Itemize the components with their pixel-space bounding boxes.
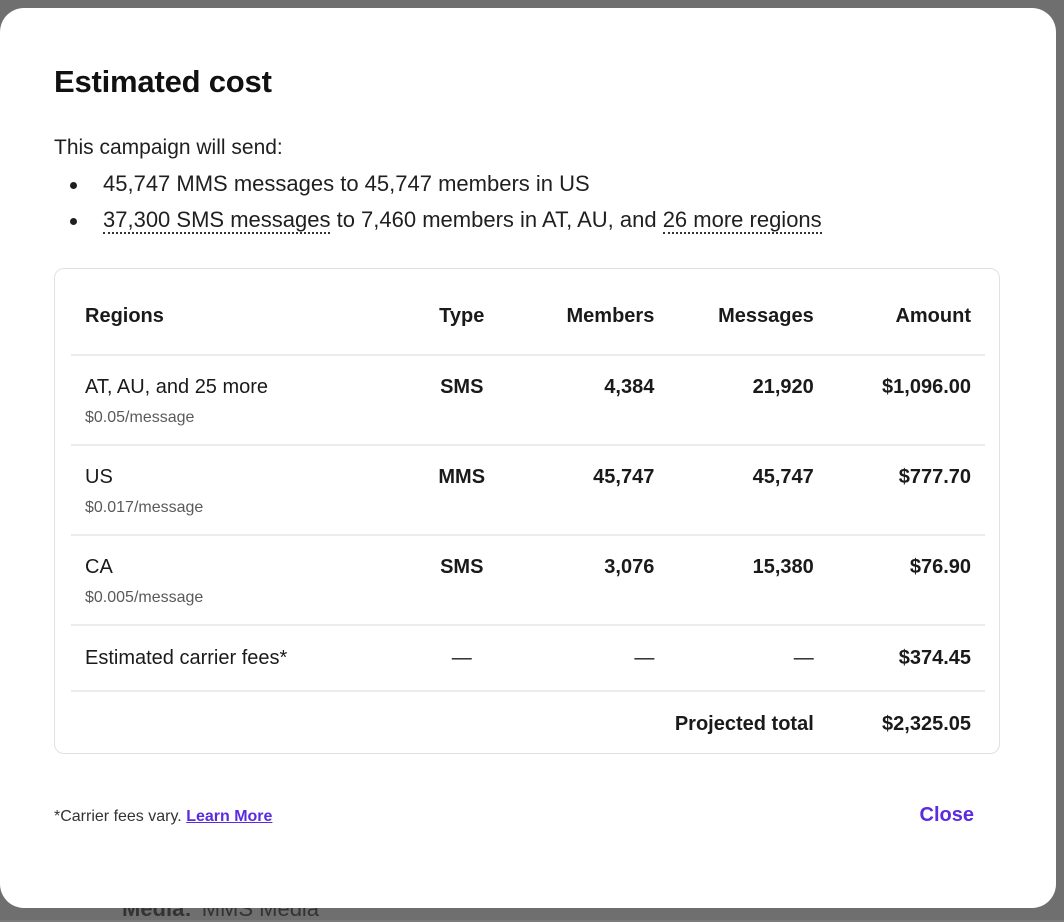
table-header-row: Regions Type Members Messages Amount — [71, 279, 985, 356]
header-type: Type — [407, 279, 516, 356]
campaign-intro: This campaign will send: — [54, 136, 283, 159]
header-members: Members — [515, 279, 669, 356]
region-rate: $0.017/message — [85, 499, 204, 516]
carrier-fees-row: Estimated carrier fees* — — — $374.45 — [71, 625, 985, 692]
amount-cell: $777.70 — [827, 445, 985, 536]
type-cell: SMS — [407, 535, 516, 626]
projected-total-label: Projected total — [674, 712, 814, 735]
region-name: CA — [85, 556, 113, 578]
learn-more-link[interactable]: Learn More — [186, 808, 273, 825]
send-summary-item: 45,747 MMS messages to 45,747 members in… — [54, 166, 822, 202]
projected-total-row: Projected total $2,325.05 — [71, 691, 985, 756]
sms-messages-tooltip-link[interactable]: 37,300 SMS messages — [103, 207, 331, 234]
region-cell: AT, AU, and 25 more $0.05/message — [71, 355, 408, 446]
fees-label: Estimated carrier fees* — [71, 625, 408, 692]
fees-type-cell: — — [407, 625, 516, 692]
amount-cell: $1,096.00 — [827, 355, 985, 446]
members-cell: 3,076 — [515, 535, 669, 626]
table-row: CA $0.005/message SMS 3,076 15,380 $76.90 — [71, 535, 985, 626]
more-regions-tooltip-link[interactable]: 26 more regions — [662, 207, 822, 234]
type-cell: MMS — [407, 445, 516, 536]
region-cell: US $0.017/message — [71, 445, 408, 536]
region-cell: CA $0.005/message — [71, 535, 408, 626]
send-summary-list: 45,747 MMS messages to 45,747 members in… — [54, 166, 822, 238]
cost-table: Regions Type Members Messages Amount AT,… — [71, 279, 985, 756]
header-amount: Amount — [827, 279, 985, 356]
region-name: US — [85, 466, 113, 488]
members-cell: 4,384 — [515, 355, 669, 446]
messages-cell: 21,920 — [668, 355, 828, 446]
fees-messages-cell: — — [668, 625, 828, 692]
members-cell: 45,747 — [515, 445, 669, 536]
messages-cell: 45,747 — [668, 445, 828, 536]
region-rate: $0.05/message — [85, 409, 195, 426]
table-row: US $0.017/message MMS 45,747 45,747 $777.… — [71, 445, 985, 536]
header-messages: Messages — [668, 279, 828, 356]
region-rate: $0.005/message — [85, 589, 204, 606]
carrier-fees-footnote: *Carrier fees vary. Learn More — [54, 808, 272, 826]
dialog-title: Estimated cost — [54, 64, 272, 99]
region-name: AT, AU, and 25 more — [85, 376, 269, 398]
fees-amount-cell: $374.45 — [827, 625, 985, 692]
fees-members-cell: — — [515, 625, 669, 692]
projected-total-amount: $2,325.05 — [882, 712, 971, 735]
send-summary-item: 37,300 SMS messages to 7,460 members in … — [54, 202, 822, 238]
table-row: AT, AU, and 25 more $0.05/message SMS 4,3… — [71, 355, 985, 446]
type-cell: SMS — [407, 355, 516, 446]
messages-cell: 15,380 — [668, 535, 828, 626]
mms-summary-text: 45,747 MMS messages to 45,747 members in… — [103, 171, 590, 196]
estimated-cost-dialog: Estimated cost This campaign will send: … — [0, 8, 1056, 908]
cost-table-card: Regions Type Members Messages Amount AT,… — [54, 268, 1000, 754]
amount-cell: $76.90 — [827, 535, 985, 626]
header-regions: Regions — [71, 279, 408, 356]
footnote-text: *Carrier fees vary. — [54, 808, 182, 825]
sms-summary-text: to 7,460 members in AT, AU, and — [330, 207, 663, 232]
close-button[interactable]: Close — [919, 804, 974, 826]
